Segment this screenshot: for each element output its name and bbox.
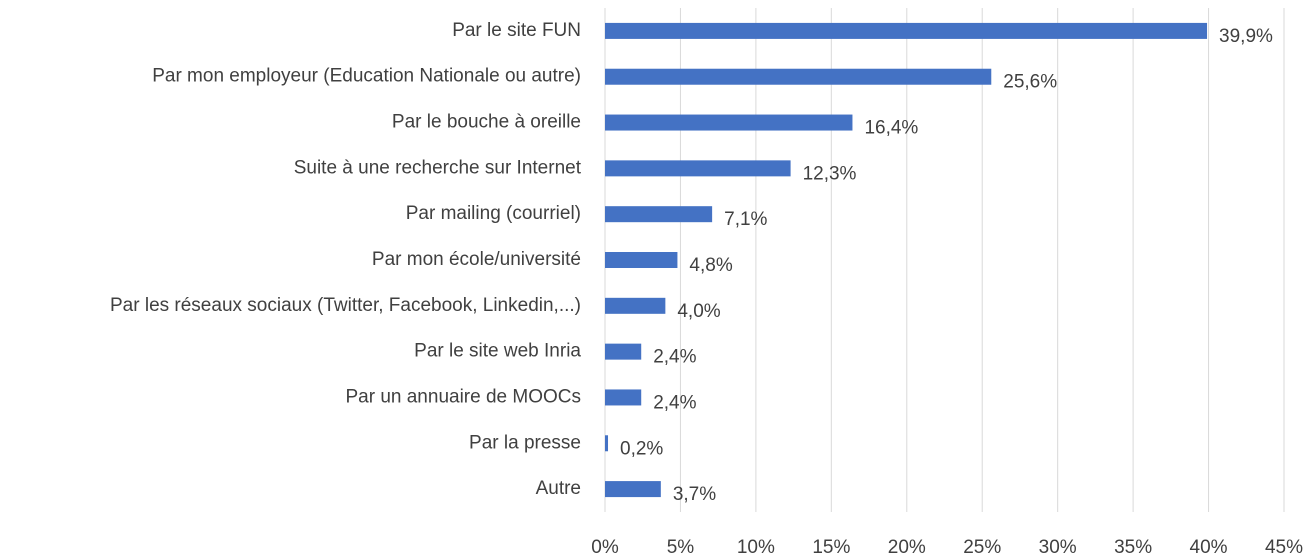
value-label: 0,2% [620, 438, 663, 459]
x-tick-label: 10% [737, 537, 775, 556]
category-label: Par les réseaux sociaux (Twitter, Facebo… [110, 295, 581, 316]
x-tick-label: 20% [888, 537, 926, 556]
value-label: 16,4% [864, 118, 918, 139]
bar [605, 481, 661, 498]
x-tick-label: 15% [812, 537, 850, 556]
category-label: Par la presse [469, 432, 581, 453]
x-tick-label: 40% [1190, 537, 1228, 556]
x-tick-label: 35% [1114, 537, 1152, 556]
bar [605, 297, 666, 314]
category-label: Par mon école/université [372, 249, 581, 270]
bar [605, 68, 992, 85]
bar [605, 252, 678, 268]
category-label: Par mon employeur (Education Nationale o… [152, 66, 581, 87]
value-label: 3,7% [673, 484, 716, 505]
value-label: 7,1% [724, 209, 767, 230]
bar [605, 22, 1208, 39]
bar [605, 389, 642, 406]
bar [605, 435, 609, 452]
category-label: Par le bouche à oreille [392, 112, 581, 133]
category-label: Autre [536, 478, 581, 499]
x-tick-label: 30% [1039, 537, 1077, 556]
category-label: Par un annuaire de MOOCs [345, 386, 581, 407]
x-tick-label: 25% [963, 537, 1001, 556]
value-label: 2,4% [653, 392, 696, 413]
value-label: 39,9% [1219, 26, 1273, 47]
bar [605, 343, 642, 360]
x-tick-label: 45% [1265, 537, 1303, 556]
x-tick-label: 0% [591, 537, 619, 556]
category-label: Par le site FUN [452, 20, 581, 41]
bar [605, 114, 853, 131]
value-label: 12,3% [803, 163, 857, 184]
category-label: Par mailing (courriel) [406, 203, 581, 224]
value-label: 2,4% [653, 347, 696, 368]
category-label: Suite à une recherche sur Internet [294, 157, 582, 178]
value-label: 25,6% [1003, 72, 1057, 93]
category-label: Par le site web Inria [414, 341, 581, 362]
value-label: 4,8% [689, 255, 732, 276]
bar [605, 206, 713, 223]
value-label: 4,0% [677, 301, 720, 322]
x-tick-label: 5% [667, 537, 695, 556]
bar [605, 160, 791, 177]
